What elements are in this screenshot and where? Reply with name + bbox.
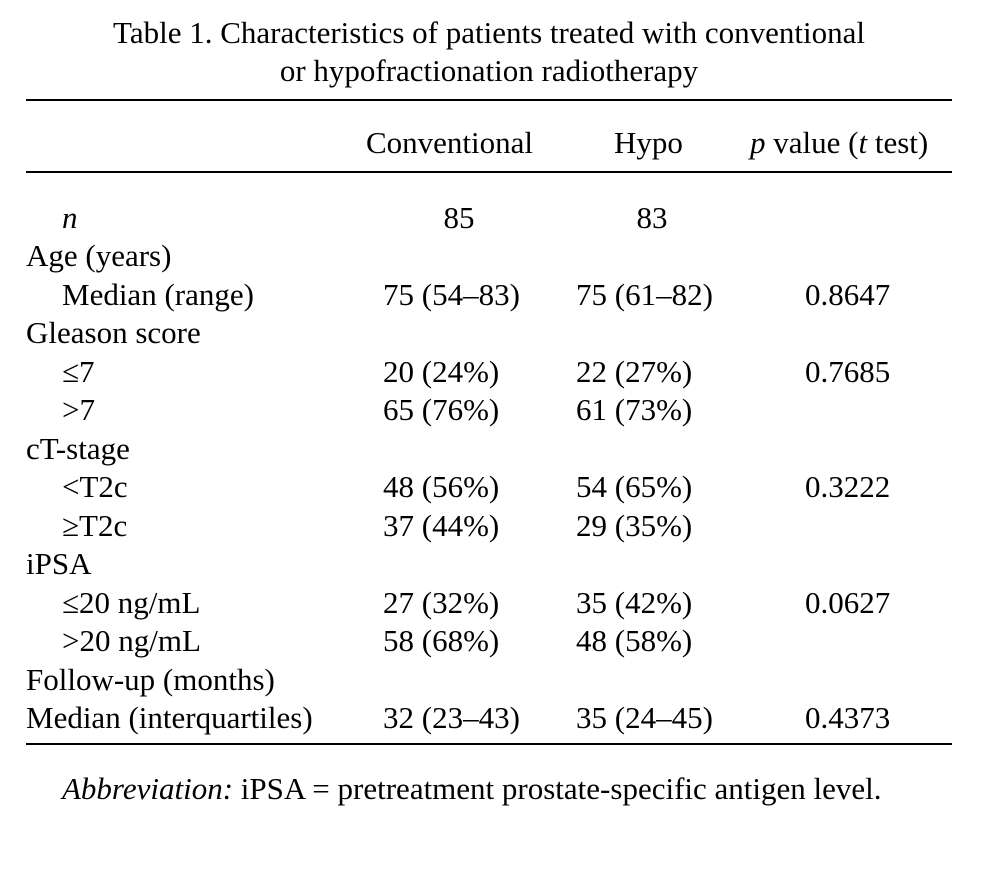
cell-hypo: 83 xyxy=(636,200,668,235)
footnote-text: iPSA = pretreatment prostate-specific an… xyxy=(233,771,882,806)
table-row-ipsa-le20: ≤20 ng/mL 27 (32%) 35 (42%) 0.0627 xyxy=(0,584,994,622)
caption-line-1: Table 1. Characteristics of patients tre… xyxy=(113,15,865,50)
table-row-gleason-heading: Gleason score xyxy=(0,314,994,352)
cell-p-value: 0.8647 xyxy=(805,277,891,312)
row-label: Age (years) xyxy=(26,238,172,273)
table-row-gleason-le7: ≤7 20 (24%) 22 (27%) 0.7685 xyxy=(0,353,994,391)
row-label: Follow-up (months) xyxy=(26,662,275,697)
cell-hypo: 35 (24–45) xyxy=(576,700,713,735)
p-symbol: p xyxy=(750,125,766,160)
table-caption: Table 1. Characteristics of patients tre… xyxy=(26,14,952,90)
cell-conventional: 48 (56%) xyxy=(383,469,500,504)
cell-conventional: 65 (76%) xyxy=(383,392,500,427)
table-row-age-median: Median (range) 75 (54–83) 75 (61–82) 0.8… xyxy=(0,276,994,314)
cell-hypo: 48 (58%) xyxy=(576,623,693,658)
header-rule xyxy=(26,171,952,173)
cell-conventional: 75 (54–83) xyxy=(383,277,520,312)
t-symbol: t xyxy=(858,125,868,160)
cell-hypo: 75 (61–82) xyxy=(576,277,713,312)
column-header-hypo: Hypo xyxy=(614,125,683,160)
row-label: ≤7 xyxy=(62,354,95,389)
row-label: Median (range) xyxy=(62,277,254,312)
cell-conventional: 58 (68%) xyxy=(383,623,500,658)
table-row-ipsa-gt20: >20 ng/mL 58 (68%) 48 (58%) xyxy=(0,622,994,660)
row-label: <T2c xyxy=(62,469,128,504)
cell-conventional: 20 (24%) xyxy=(383,354,500,389)
table-row-n: n 85 83 xyxy=(0,199,994,237)
cell-conventional: 27 (32%) xyxy=(383,585,500,620)
column-header-p-value: p value (t test) xyxy=(750,124,928,162)
row-label: ≤20 ng/mL xyxy=(62,585,201,620)
row-label: Gleason score xyxy=(26,315,201,350)
table-row-ipsa-heading: iPSA xyxy=(0,545,994,583)
cell-conventional: 85 xyxy=(443,200,475,235)
row-label: n xyxy=(62,200,78,235)
table-row-age-heading: Age (years) xyxy=(0,237,994,275)
top-rule xyxy=(26,99,952,101)
cell-hypo: 29 (35%) xyxy=(576,508,693,543)
table-footnote: Abbreviation: iPSA = pretreatment prosta… xyxy=(26,770,952,808)
table-row-gleason-gt7: >7 65 (76%) 61 (73%) xyxy=(0,391,994,429)
cell-p-value: 0.3222 xyxy=(805,469,891,504)
row-label: cT-stage xyxy=(26,431,130,466)
table-row-ct-lt-t2c: <T2c 48 (56%) 54 (65%) 0.3222 xyxy=(0,468,994,506)
cell-hypo: 35 (42%) xyxy=(576,585,693,620)
table-row-ct-stage-heading: cT-stage xyxy=(0,430,994,468)
cell-p-value: 0.7685 xyxy=(805,354,891,389)
cell-conventional: 37 (44%) xyxy=(383,508,500,543)
p-header-mid: value ( xyxy=(765,125,859,160)
row-label: Median (interquartiles) xyxy=(26,700,313,735)
row-label: >7 xyxy=(62,392,95,427)
row-label: ≥T2c xyxy=(62,508,128,543)
table-row-followup-median: Median (interquartiles) 32 (23–43) 35 (2… xyxy=(0,699,994,737)
footnote-lead: Abbreviation: xyxy=(62,771,234,806)
cell-hypo: 61 (73%) xyxy=(576,392,693,427)
cell-hypo: 22 (27%) xyxy=(576,354,693,389)
table-row-ct-ge-t2c: ≥T2c 37 (44%) 29 (35%) xyxy=(0,507,994,545)
cell-conventional: 32 (23–43) xyxy=(383,700,520,735)
p-header-end: test) xyxy=(867,125,929,160)
bottom-rule xyxy=(26,743,952,745)
caption-line-2: or hypofractionation radiotherapy xyxy=(279,53,699,88)
cell-p-value: 0.4373 xyxy=(805,700,891,735)
column-header-conventional: Conventional xyxy=(366,125,534,160)
row-label: >20 ng/mL xyxy=(62,623,201,658)
table-row-followup-heading: Follow-up (months) xyxy=(0,661,994,699)
row-label: iPSA xyxy=(26,546,92,581)
cell-p-value: 0.0627 xyxy=(805,585,891,620)
cell-hypo: 54 (65%) xyxy=(576,469,693,504)
